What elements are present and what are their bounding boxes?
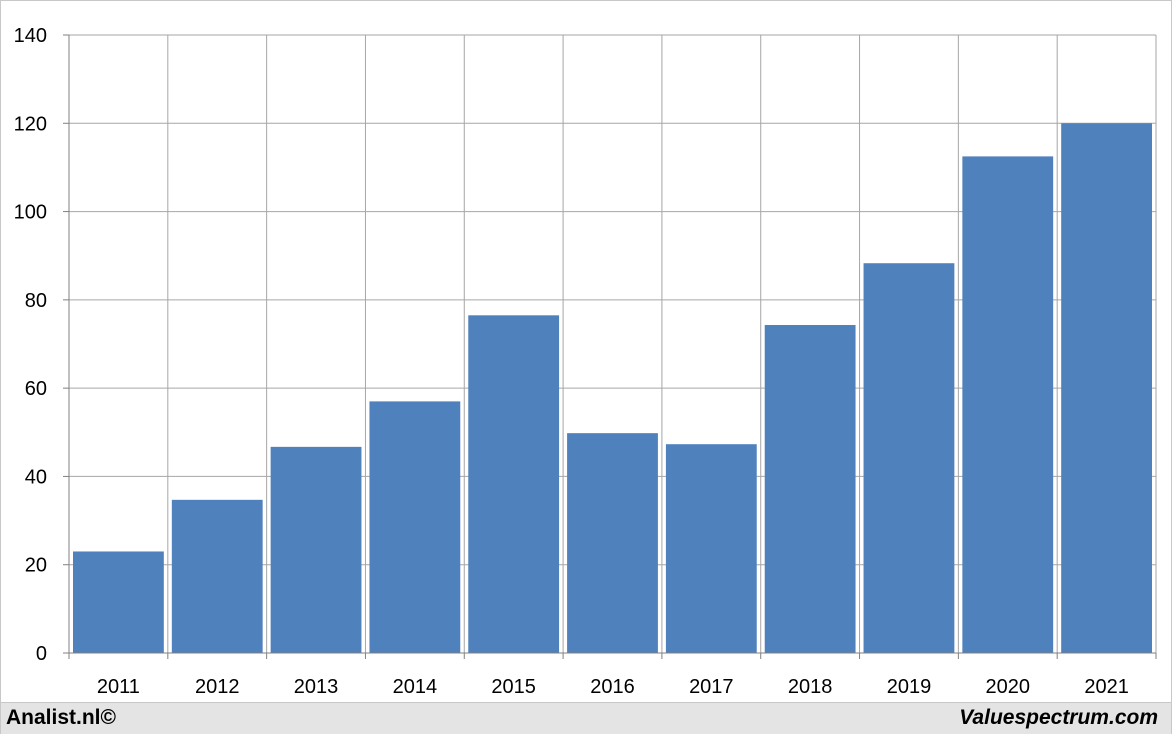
bar-2012 [171, 499, 263, 653]
bar-2017 [665, 444, 757, 653]
x-tick-label: 2012 [195, 676, 240, 698]
y-tick-label: 100 [14, 202, 47, 224]
x-tick-label: 2014 [393, 676, 438, 698]
x-tick-label: 2019 [887, 676, 932, 698]
bar-2018 [764, 325, 856, 653]
bar-2019 [863, 263, 955, 653]
x-tick-label: 2013 [294, 676, 339, 698]
x-tick-label: 2016 [590, 676, 635, 698]
x-tick-label: 2020 [986, 676, 1031, 698]
bar-2014 [369, 401, 461, 653]
y-tick-label: 140 [14, 25, 47, 47]
x-tick-label: 2017 [689, 676, 734, 698]
y-tick-labels: 0 20 40 60 80 100 120 140 [14, 25, 47, 665]
source-credit-right: Valuespectrum.com [959, 706, 1158, 729]
bar-2020 [962, 156, 1054, 653]
grid-lines [69, 34, 1157, 654]
y-tick-label: 20 [25, 555, 47, 577]
y-tick-label: 40 [25, 466, 47, 488]
bar-2011 [73, 551, 164, 653]
axes [63, 34, 1157, 659]
footer-bar: Analist.nl© Valuespectrum.com [1, 702, 1171, 734]
bar-2021 [1061, 123, 1152, 654]
x-tick-label: 2011 [97, 676, 140, 698]
x-tick-label: 2018 [788, 676, 833, 698]
y-tick-label: 60 [25, 378, 47, 400]
x-tick-labels: 2011 2012 2013 2014 2015 2016 2017 2018 2019 2020… [97, 676, 1129, 698]
bars [73, 123, 1152, 654]
y-tick-label: 120 [14, 113, 47, 135]
x-tick-label: 2015 [491, 676, 536, 698]
y-tick-label: 80 [25, 290, 47, 312]
bar-2015 [468, 315, 560, 653]
source-credit-left: Analist.nl© [6, 706, 116, 729]
x-tick-label: 2021 [1084, 676, 1129, 698]
bar-2016 [567, 433, 658, 653]
bar-2013 [270, 446, 362, 653]
y-tick-label: 0 [36, 643, 47, 665]
